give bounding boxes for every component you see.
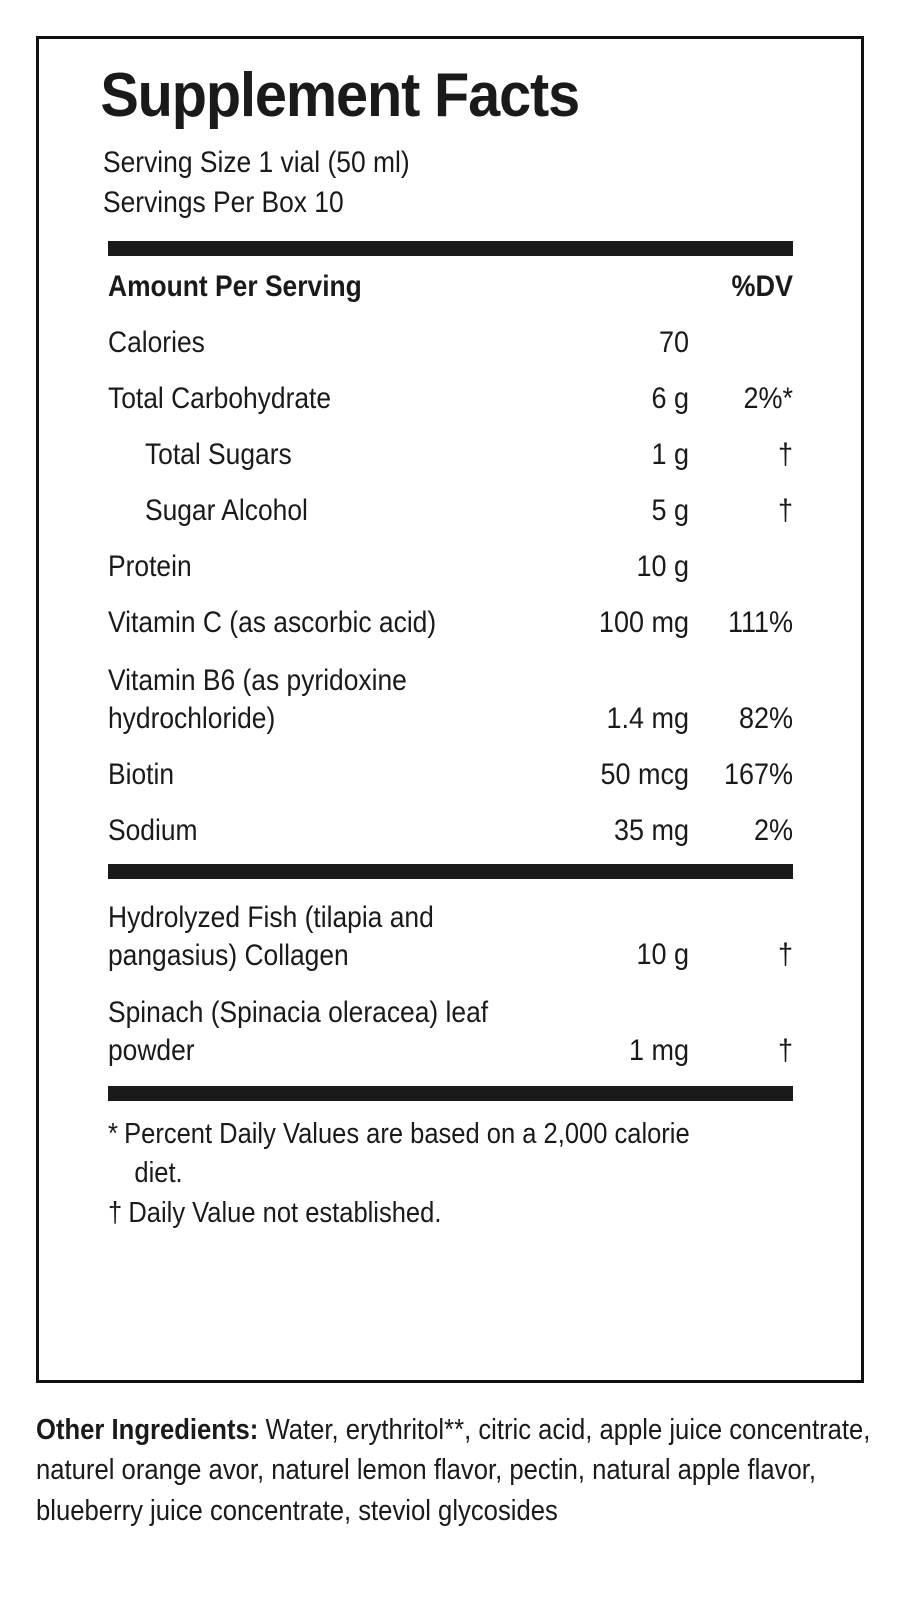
nutrient-amount: 70 (658, 326, 689, 360)
botanical-table: Hydrolyzed Fish (tilapia and pangasius) … (108, 899, 793, 1070)
botanical-amount: 1 mg (628, 1033, 689, 1067)
nutrient-amount: 1.4 mg (605, 701, 689, 735)
footnote-text: Percent Daily Values are based on a 2,00… (123, 1117, 690, 1189)
botanical-name: Hydrolyzed Fish (tilapia and pangasius) … (107, 900, 434, 972)
nutrient-dv: † (777, 494, 793, 528)
table-row: Total Sugars 1 g † (108, 435, 793, 474)
nutrient-name: Total Sugars (144, 438, 292, 472)
table-row: Hydrolyzed Fish (tilapia and pangasius) … (108, 899, 793, 975)
nutrient-dv: 167% (723, 757, 793, 791)
nutrient-name: Total Carbohydrate (107, 382, 331, 416)
nutrient-name: Sodium (107, 813, 198, 847)
other-ingredients: Other Ingredients: Water, erythritol**, … (36, 1410, 900, 1531)
table-row: Vitamin B6 (as pyridoxine hydrochloride)… (108, 662, 793, 738)
botanical-dv: † (777, 938, 793, 972)
footnote-text: Daily Value not established. (127, 1196, 441, 1229)
dagger-symbol: † (107, 1196, 122, 1229)
nutrition-table: Amount Per Serving %DV Calories 70 Total… (108, 267, 793, 850)
table-header-row: Amount Per Serving %DV (108, 267, 793, 306)
nutrient-amount: 35 mg (613, 813, 689, 847)
table-row: Spinach (Spinacia oleracea) leaf powder … (108, 994, 793, 1070)
table-row: Sodium 35 mg 2% (108, 811, 793, 850)
nutrient-name: Biotin (107, 757, 174, 791)
nutrient-amount: 5 g (650, 494, 689, 528)
table-row: Calories 70 (108, 323, 793, 362)
table-row: Vitamin C (as ascorbic acid) 100 mg 111% (108, 603, 793, 642)
table-row: Protein 10 g (108, 547, 793, 586)
divider-bar-top (107, 241, 793, 257)
nutrient-amount: 100 mg (598, 606, 689, 640)
table-row: Total Carbohydrate 6 g 2%* (108, 379, 793, 418)
footnote-daily-value-basis: * Percent Daily Values are based on a 2,0… (108, 1115, 711, 1193)
divider-bar-middle (107, 863, 793, 879)
nutrient-amount: 50 mcg (599, 757, 689, 791)
table-row: Sugar Alcohol 5 g † (108, 491, 793, 530)
footnote-dv-not-established: † Daily Value not established. (108, 1194, 711, 1233)
asterisk-symbol: * (107, 1117, 118, 1150)
botanical-name: Spinach (Spinacia oleracea) leaf powder (107, 996, 488, 1068)
nutrient-name: Calories (107, 326, 205, 360)
dv-label: %DV (730, 270, 793, 304)
nutrient-name: Vitamin C (as ascorbic acid) (107, 606, 436, 640)
other-ingredients-label: Other Ingredients: (36, 1414, 259, 1446)
nutrient-amount: 10 g (635, 550, 689, 584)
amount-per-serving-label: Amount Per Serving (107, 270, 362, 304)
nutrient-dv: † (777, 438, 793, 472)
serving-info: Serving Size 1 vial (50 ml) Servings Per… (65, 143, 835, 222)
botanical-amount: 10 g (635, 938, 689, 972)
nutrient-name: Protein (107, 550, 192, 584)
other-ingredients-text: Water, erythritol**, citric acid, apple … (36, 1414, 871, 1527)
nutrient-name: Sugar Alcohol (144, 494, 308, 528)
supplement-facts-panel: Supplement Facts Serving Size 1 vial (50… (36, 36, 864, 1383)
servings-per-container: Servings Per Box 10 (103, 185, 344, 219)
nutrient-amount: 6 g (650, 382, 689, 416)
nutrient-dv: 82% (738, 701, 793, 735)
nutrient-name: Vitamin B6 (as pyridoxine hydrochloride) (107, 664, 407, 735)
botanical-dv: † (777, 1033, 793, 1067)
nutrient-dv: 111% (727, 606, 793, 640)
page-title: Supplement Facts (100, 61, 580, 130)
divider-bar-bottom (107, 1085, 793, 1101)
footnotes: * Percent Daily Values are based on a 2,0… (108, 1115, 793, 1233)
nutrient-dv: 2% (753, 813, 793, 847)
nutrient-dv: 2%* (742, 382, 793, 416)
table-row: Biotin 50 mcg 167% (108, 755, 793, 794)
nutrient-amount: 1 g (650, 438, 689, 472)
serving-size: Serving Size 1 vial (50 ml) (103, 146, 410, 179)
